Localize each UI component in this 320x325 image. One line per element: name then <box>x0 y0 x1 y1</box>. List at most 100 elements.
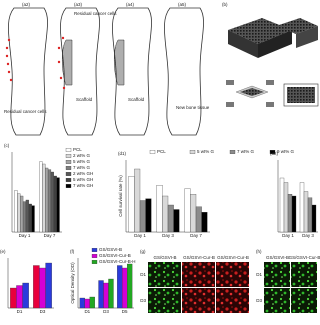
x-tick-label: D3 <box>40 309 46 314</box>
x-tick-label: Day 1 <box>282 233 294 238</box>
row-label: D3 <box>140 298 146 303</box>
bar <box>31 205 35 233</box>
bar <box>303 191 309 233</box>
annotation: Residual cancer cells <box>4 109 47 114</box>
bar <box>117 265 123 309</box>
bar <box>42 163 46 233</box>
bar <box>50 171 54 233</box>
bar <box>98 280 104 309</box>
legend-swatch <box>65 184 72 188</box>
legend-swatch <box>65 166 72 170</box>
column-header: GS/GSVI-Cur-B <box>289 255 320 260</box>
bar <box>39 161 43 233</box>
panel-label: (c) <box>4 143 10 148</box>
annotation: Scaffold <box>76 97 93 102</box>
panel-label: (a5) <box>178 2 187 7</box>
bar <box>195 206 202 233</box>
legend-swatch <box>65 178 72 182</box>
bar <box>283 182 289 233</box>
bar <box>47 169 52 233</box>
row-label: D3 <box>256 298 262 303</box>
legend-swatch <box>65 154 72 158</box>
x-tick-label: D1 <box>17 309 23 314</box>
legend-label: 7 wt% G <box>73 165 91 170</box>
bar <box>39 267 46 309</box>
legend-label: 2 wt% GH <box>73 171 93 176</box>
micrograph <box>291 262 317 287</box>
bar <box>122 267 128 309</box>
y-axis-label: Cell survival rate (%) <box>118 175 123 217</box>
x-tick-label: D1 <box>84 309 90 314</box>
x-tick-label: Day 3 <box>162 233 174 238</box>
y-axis-label: Optical Density (OD) <box>70 262 75 304</box>
legend-swatch <box>65 148 72 152</box>
bar <box>307 197 313 233</box>
micrograph <box>216 262 249 287</box>
panel-label: (h) <box>256 249 262 254</box>
annotation: Residual cancer cells <box>74 11 117 16</box>
annotation: Scaffold <box>128 97 145 102</box>
bar <box>33 265 40 309</box>
micrograph <box>148 288 181 313</box>
micrograph <box>182 262 215 287</box>
legend-label: PCL <box>157 149 166 154</box>
micrograph <box>264 288 290 313</box>
panel-label: (g) <box>140 249 146 254</box>
column-header: GS/GSVI-B <box>153 255 176 260</box>
bar <box>162 195 169 233</box>
legend-swatch <box>269 150 276 154</box>
legend-swatch <box>65 160 72 164</box>
row-label: D1 <box>256 272 262 277</box>
bar <box>14 190 18 233</box>
micrograph <box>182 288 215 313</box>
panel-label: (b) <box>222 2 228 7</box>
bar <box>17 193 21 233</box>
legend-label: GS/GSVI-B <box>99 247 122 252</box>
bar <box>25 199 29 233</box>
bar <box>53 175 57 233</box>
bar <box>22 201 27 233</box>
bar <box>134 168 141 233</box>
panel-label: (f) <box>70 249 75 254</box>
bar <box>16 285 23 309</box>
x-tick-label: Day 7 <box>190 233 202 238</box>
panel-label: (d2) <box>270 151 279 156</box>
x-tick-label: Day 3 <box>302 233 314 238</box>
legend-label: 5 wt% GH <box>73 177 93 182</box>
bar <box>79 297 85 309</box>
bar <box>10 287 17 309</box>
bar <box>190 194 197 233</box>
bar <box>128 176 135 233</box>
bar <box>28 203 32 233</box>
bar <box>22 282 29 309</box>
bar <box>84 298 90 309</box>
legend-label: 7 wt% GH <box>73 183 93 188</box>
legend-label: 9 wt% G <box>277 149 295 154</box>
column-header: GS/GSVI-Cur-B <box>217 255 249 260</box>
column-header: GS/GSVI-B <box>266 255 289 260</box>
x-tick-label: D3 <box>103 309 109 314</box>
panel-label: (e) <box>0 249 6 254</box>
legend-label: GS/GSVI-Cur-B <box>99 253 131 258</box>
x-tick-label: Day 7 <box>44 233 56 238</box>
bar <box>184 188 191 233</box>
bar <box>127 263 133 309</box>
legend-swatch <box>189 150 196 154</box>
legend-label: 5 wt% G <box>197 149 215 154</box>
bar <box>287 194 293 233</box>
bone-sketches <box>5 7 204 136</box>
panel-label: (d1) <box>118 151 127 156</box>
bar <box>167 204 174 233</box>
legend-swatch <box>229 150 236 154</box>
micrograph <box>264 262 290 287</box>
bar <box>20 195 24 233</box>
legend-label: GS/GSVI-Cur-B-H <box>99 259 136 264</box>
legend-label: 2 wt% G <box>73 153 91 158</box>
x-tick-label: Day 1 <box>134 233 146 238</box>
column-header: GS/GSVI-Cur-B <box>183 255 215 260</box>
bar <box>173 209 180 233</box>
micrograph <box>291 288 317 313</box>
scaffold-renders <box>226 18 319 107</box>
micrograph <box>148 262 181 287</box>
